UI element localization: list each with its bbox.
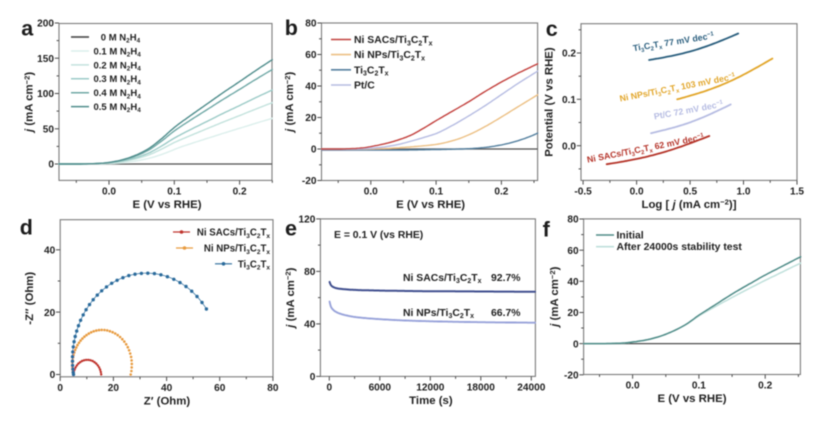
svg-text:0.1: 0.1 (429, 187, 443, 198)
svg-text:a: a (21, 17, 34, 41)
svg-text:24000: 24000 (517, 382, 545, 393)
svg-text:Z′ (Ohm): Z′ (Ohm) (144, 395, 191, 407)
svg-text:0: 0 (573, 339, 579, 350)
svg-text:40: 40 (304, 320, 316, 331)
svg-text:Initial: Initial (617, 230, 644, 241)
svg-text:d: d (20, 216, 33, 240)
svg-text:0: 0 (311, 145, 317, 156)
svg-text:0.2 M N2​H4​: 0.2 M N2​H4​ (94, 60, 142, 72)
svg-text:80: 80 (305, 19, 317, 30)
svg-text:0: 0 (326, 382, 332, 393)
svg-text:Ti3​C2​Tx​: Ti3​C2​Tx​ (354, 65, 389, 77)
svg-text:E (V vs RHE): E (V vs RHE) (133, 199, 202, 211)
svg-text:0.0: 0.0 (102, 186, 116, 197)
svg-text:c: c (546, 17, 558, 41)
svg-text:0.0: 0.0 (364, 187, 378, 198)
svg-text:40: 40 (567, 277, 579, 288)
svg-text:Ni SACs/Ti3​C2​Tx​ 62 mV dec−1: Ni SACs/Ti3​C2​Tx​ 62 mV dec−1​ (586, 132, 706, 167)
svg-text:E (V vs RHE): E (V vs RHE) (396, 199, 465, 211)
svg-text:E = 0.1 V (vs RHE): E = 0.1 V (vs RHE) (334, 230, 423, 241)
svg-text:E (V vs RHE): E (V vs RHE) (658, 393, 727, 405)
svg-text:Ni NPs/Ti3​C2​Tx​: Ni NPs/Ti3​C2​Tx​ (354, 50, 425, 62)
svg-text:0.3 M N2​H4​: 0.3 M N2​H4​ (94, 74, 142, 86)
svg-text:Ti3​C2​Tx​ 77 mV dec−1​: Ti3​C2​Tx​ 77 mV dec−1​ (632, 30, 716, 55)
svg-text:1.0: 1.0 (736, 186, 750, 197)
svg-text:0: 0 (50, 370, 56, 381)
svg-text:Pt/C: Pt/C (354, 81, 375, 92)
svg-text:0: 0 (48, 160, 54, 171)
svg-text:0.2: 0.2 (494, 187, 508, 198)
svg-text:66.7%: 66.7% (491, 308, 520, 319)
svg-text:f: f (543, 217, 551, 241)
svg-text:j (mA cm−2​): j (mA cm−2​) (22, 72, 35, 134)
svg-text:0.0: 0.0 (626, 381, 640, 392)
svg-text:0: 0 (57, 383, 63, 394)
svg-text:Ni SACs/Ti3​C2​Tx​: Ni SACs/Ti3​C2​Tx​ (197, 228, 271, 240)
svg-text:60: 60 (305, 50, 317, 61)
svg-text:Ni SACs/Ti3​C2​Tx​: Ni SACs/Ti3​C2​Tx​ (403, 273, 482, 285)
svg-text:0.1 M N2​H4​: 0.1 M N2​H4​ (94, 46, 142, 58)
svg-text:100: 100 (37, 89, 54, 100)
svg-text:Ni SACs/Ti3​C2​Tx​: Ni SACs/Ti3​C2​Tx​ (354, 35, 433, 47)
svg-text:50: 50 (43, 124, 55, 135)
svg-text:Potential (V vs RHE): Potential (V vs RHE) (543, 47, 555, 157)
svg-text:0.2: 0.2 (233, 186, 247, 197)
svg-text:Ni NPs/Ti3​C2​Tx​: Ni NPs/Ti3​C2​Tx​ (204, 244, 271, 256)
svg-text:20: 20 (567, 308, 579, 319)
svg-text:-Z″ (Ohm): -Z″ (Ohm) (24, 272, 36, 325)
svg-text:0.2: 0.2 (562, 49, 576, 60)
svg-text:80: 80 (567, 215, 579, 226)
svg-text:0.5: 0.5 (683, 186, 697, 197)
svg-text:0.0: 0.0 (630, 186, 644, 197)
svg-text:0.1: 0.1 (167, 186, 181, 197)
svg-text:40: 40 (161, 383, 173, 394)
svg-text:92.7%: 92.7% (491, 273, 520, 284)
svg-text:20: 20 (44, 308, 56, 319)
svg-text:150: 150 (37, 54, 54, 65)
svg-text:Pt/C 72 mV dec−1​: Pt/C 72 mV dec−1​ (653, 99, 725, 122)
svg-text:80: 80 (304, 267, 316, 278)
svg-text:120: 120 (299, 215, 316, 226)
svg-text:0.1: 0.1 (562, 95, 576, 106)
svg-text:-0.5: -0.5 (574, 186, 592, 197)
svg-text:6000: 6000 (369, 382, 392, 393)
svg-text:e: e (285, 217, 297, 241)
svg-text:0: 0 (310, 372, 316, 383)
svg-text:After 24000s stability test: After 24000s stability test (617, 242, 743, 253)
svg-text:0.5 M N2​H4​: 0.5 M N2​H4​ (94, 102, 142, 114)
svg-text:20: 20 (305, 113, 317, 124)
svg-text:0 M N2​H4​: 0 M N2​H4​ (101, 32, 141, 44)
svg-text:80: 80 (267, 383, 279, 394)
svg-text:40: 40 (44, 246, 56, 257)
svg-text:60: 60 (214, 383, 226, 394)
svg-text:b: b (285, 16, 298, 40)
svg-text:Ti3​C2​Tx​: Ti3​C2​Tx​ (238, 259, 271, 271)
svg-text:18000: 18000 (467, 382, 495, 393)
svg-text:Log [ j (mA cm−2​)]: Log [ j (mA cm−2​)] (642, 198, 737, 211)
svg-text:-20: -20 (564, 370, 579, 381)
svg-text:j (mA cm−2​): j (mA cm−2​) (284, 267, 297, 329)
svg-text:0.4 M N2​H4​: 0.4 M N2​H4​ (94, 88, 142, 100)
svg-text:Time (s): Time (s) (409, 395, 453, 407)
svg-text:60: 60 (567, 246, 579, 257)
svg-text:20: 20 (108, 383, 120, 394)
svg-text:1.5: 1.5 (790, 186, 804, 197)
svg-text:200: 200 (37, 19, 54, 30)
svg-text:0.2: 0.2 (758, 381, 772, 392)
svg-text:j (mA cm−2​): j (mA cm−2​) (283, 71, 296, 133)
svg-text:j (mA cm−2​): j (mA cm−2​) (548, 266, 561, 328)
svg-text:Ni NPs/Ti3​C2​Tx​: Ni NPs/Ti3​C2​Tx​ (403, 308, 474, 320)
svg-text:-20: -20 (302, 176, 317, 187)
svg-text:12000: 12000 (416, 382, 444, 393)
svg-text:0.0: 0.0 (562, 141, 576, 152)
svg-text:0.1: 0.1 (692, 381, 706, 392)
svg-text:40: 40 (305, 82, 317, 93)
